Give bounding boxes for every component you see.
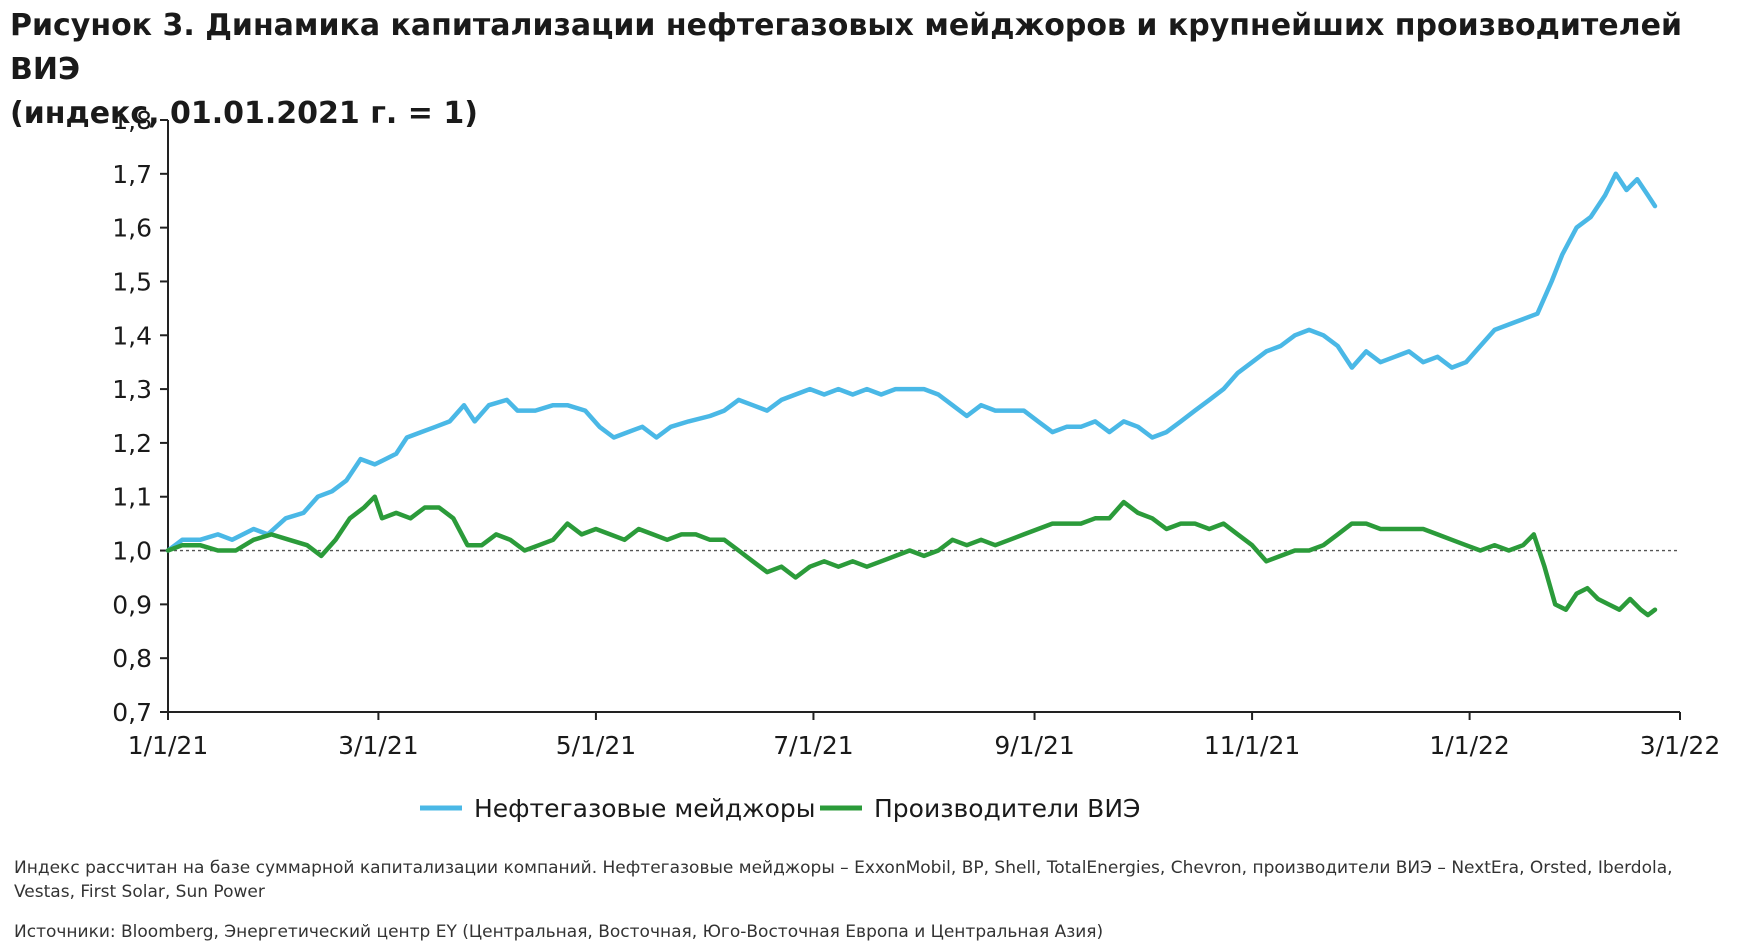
x-tick-label: 3/1/21 bbox=[338, 731, 418, 760]
chart-title-block: Рисунок 3. Динамика капитализации нефтег… bbox=[10, 4, 1730, 136]
legend-label-1: Нефтегазовые мейджоры bbox=[474, 794, 816, 823]
x-tick-label: 11/1/21 bbox=[1204, 731, 1300, 760]
y-tick-label: 1,0 bbox=[112, 537, 152, 566]
series-line-2 bbox=[165, 494, 1658, 618]
y-tick-label: 1,6 bbox=[112, 214, 152, 243]
legend-label-2: Производители ВИЭ bbox=[874, 794, 1141, 823]
y-tick-label: 0,7 bbox=[112, 698, 152, 727]
y-tick-label: 0,9 bbox=[112, 590, 152, 619]
x-tick-label: 5/1/21 bbox=[556, 731, 636, 760]
x-tick-label: 7/1/21 bbox=[773, 731, 853, 760]
chart-sources: Источники: Bloomberg, Энергетический цен… bbox=[14, 922, 1104, 942]
chart-axes: 0,7 0,8 0,9 1,0 1,1 1,2 1,3 1,4 1,5 1,6 1,7 1,8 1/1/… bbox=[112, 106, 1720, 760]
y-tick-label: 1,7 bbox=[112, 160, 152, 189]
x-tick-label: 9/1/21 bbox=[994, 731, 1074, 760]
chart-subtitle: (индекс, 01.01.2021 г. = 1) bbox=[10, 96, 478, 131]
x-tick-label: 1/1/21 bbox=[128, 731, 208, 760]
y-tick-label: 1,3 bbox=[112, 375, 152, 404]
x-tick-label: 3/1/22 bbox=[1640, 731, 1720, 760]
y-tick-label: 1,8 bbox=[112, 106, 152, 135]
y-tick-label: 1,2 bbox=[112, 429, 152, 458]
y-tick-label: 0,8 bbox=[112, 644, 152, 673]
y-tick-label: 1,1 bbox=[112, 483, 152, 512]
chart-legend: Нефтегазовые мейджоры Производители ВИЭ bbox=[420, 794, 1141, 823]
y-tick-label: 1,5 bbox=[112, 267, 152, 296]
x-tick-label: 1/1/22 bbox=[1429, 731, 1509, 760]
chart-title: Рисунок 3. Динамика капитализации нефтег… bbox=[10, 8, 1682, 87]
series-line-1 bbox=[165, 171, 1658, 553]
chart-note: Индекс рассчитан на базе суммарной капит… bbox=[14, 858, 1673, 902]
chart-series bbox=[165, 171, 1658, 618]
y-tick-label: 1,4 bbox=[112, 321, 152, 350]
